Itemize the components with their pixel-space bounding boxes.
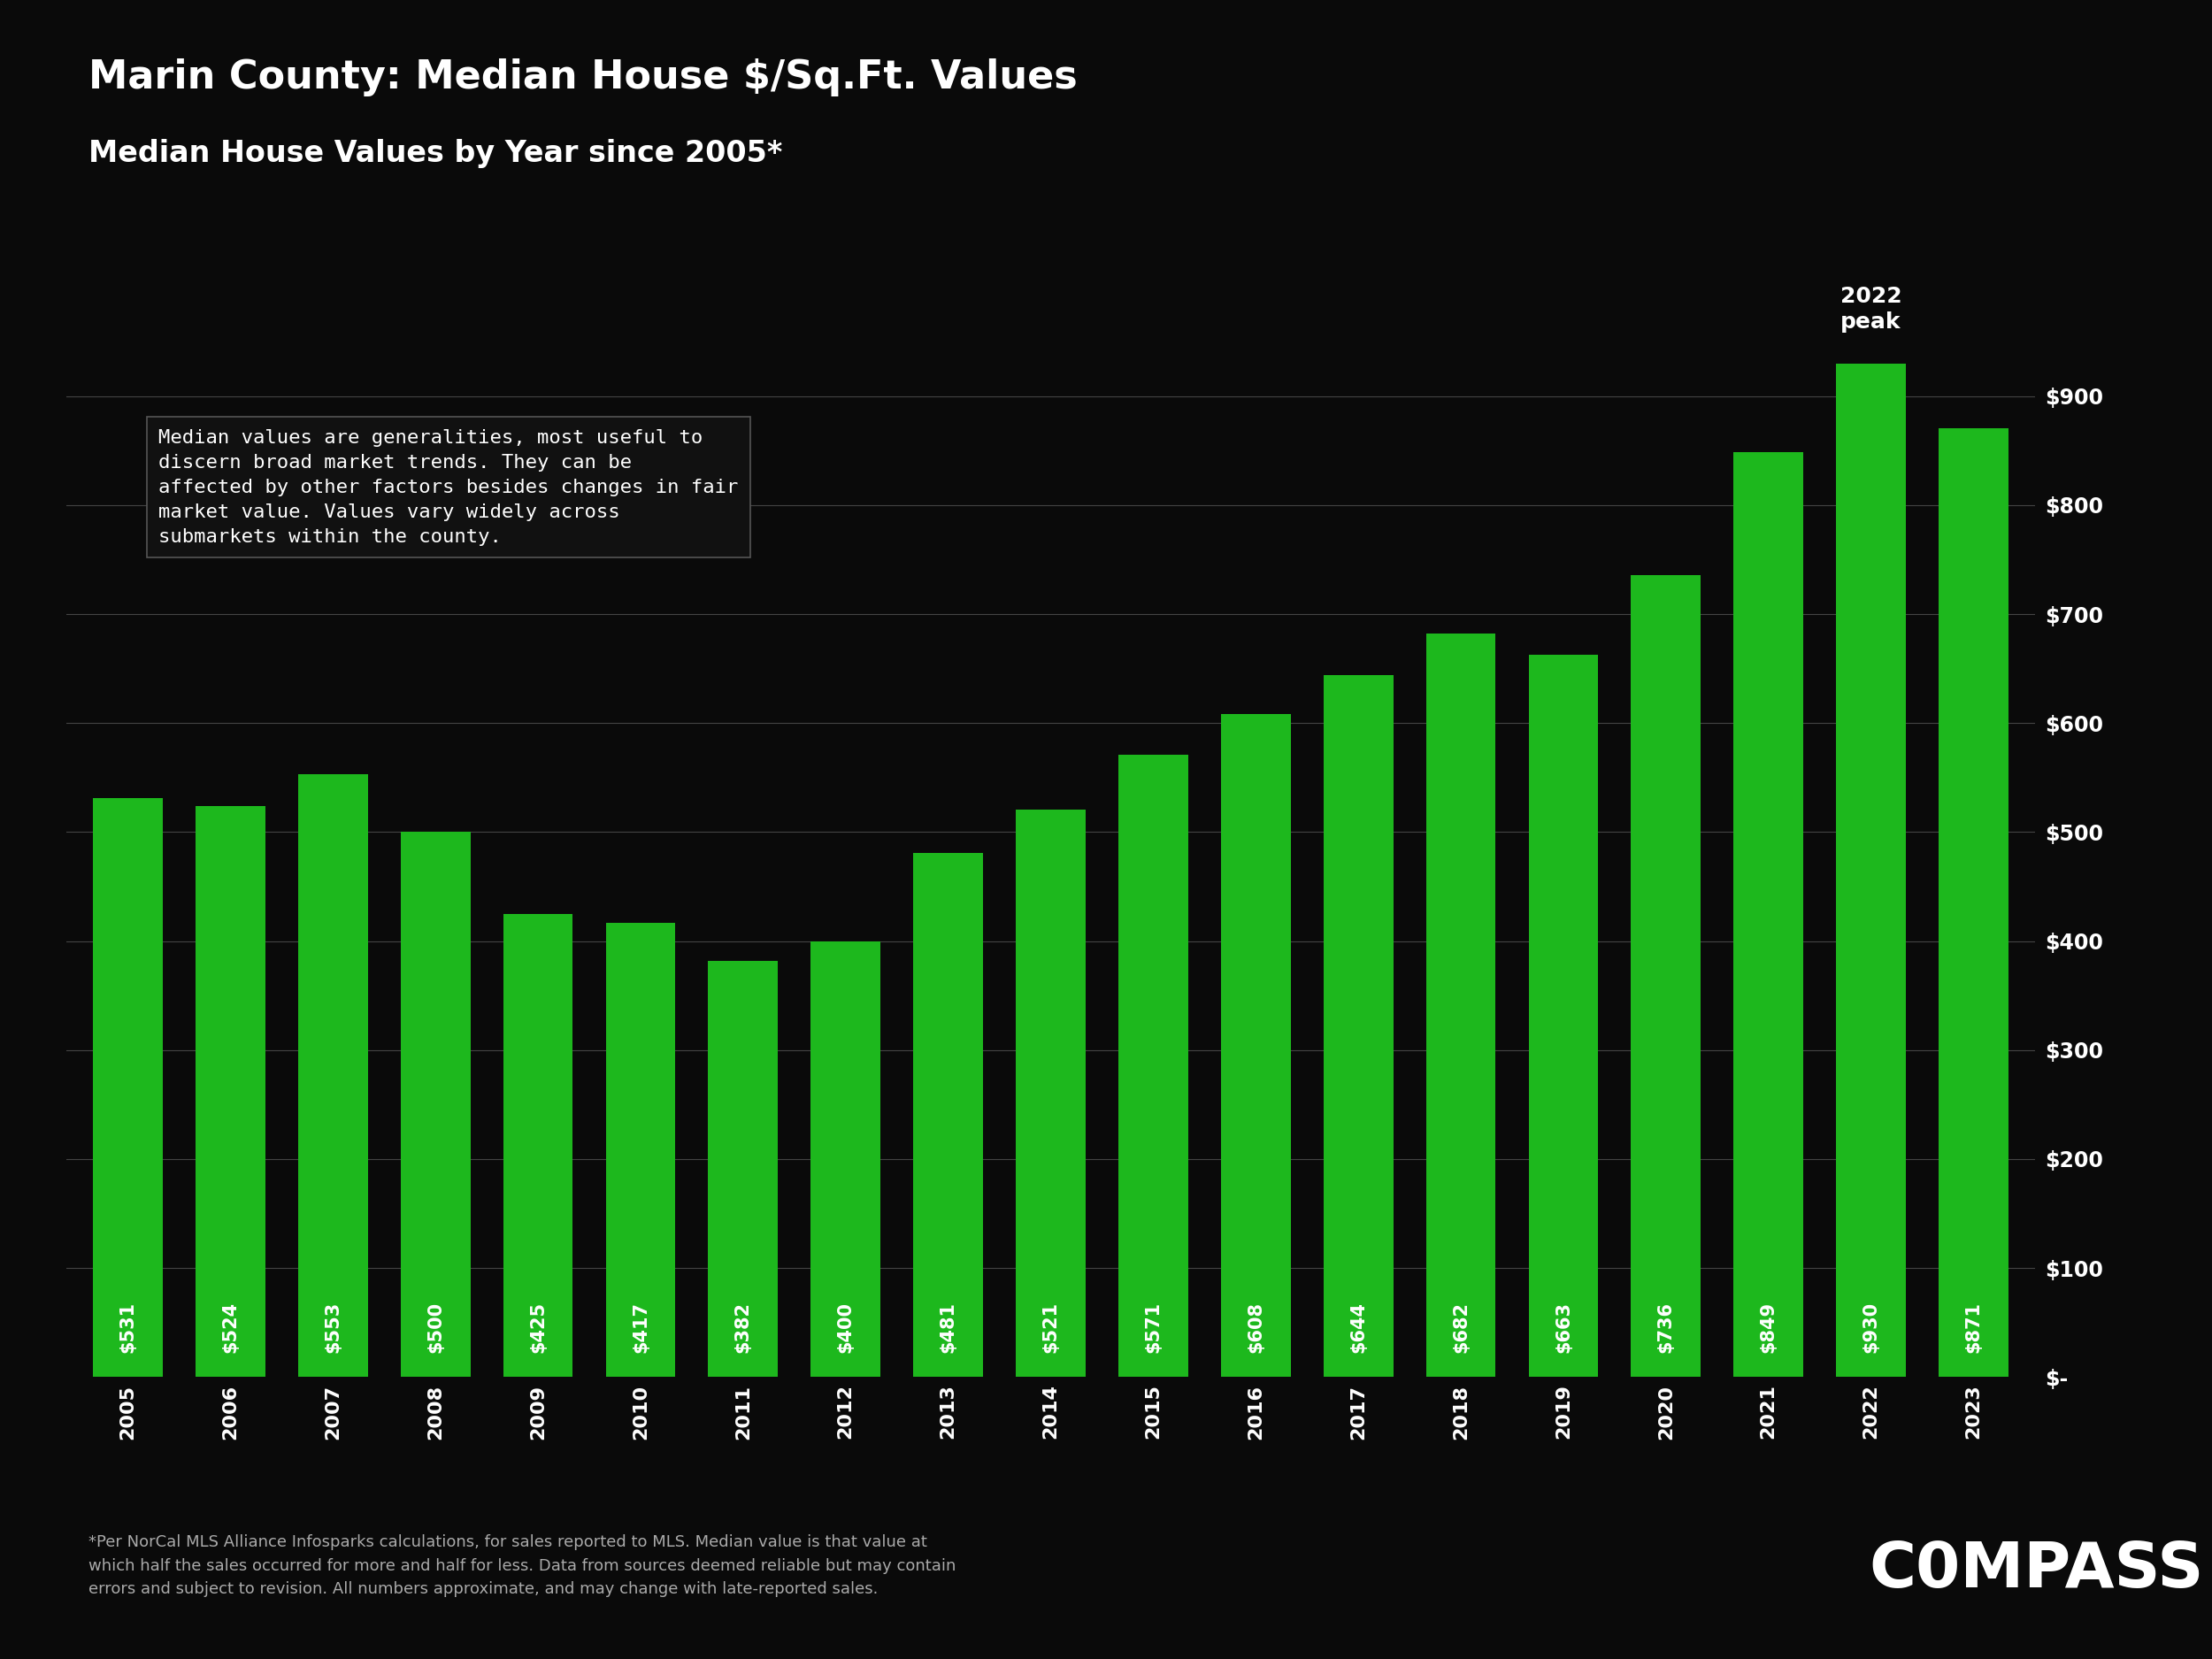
Text: $930: $930 [1863,1302,1880,1354]
Bar [1119,755,1188,1377]
Text: $521: $521 [1042,1302,1060,1354]
Bar [1836,363,1907,1377]
Bar [1528,654,1599,1377]
Bar [502,914,573,1377]
Bar [606,922,675,1377]
Text: $663: $663 [1555,1302,1573,1354]
Bar [1734,451,1803,1377]
Text: $524: $524 [221,1302,239,1354]
Text: $425: $425 [529,1302,546,1354]
Text: $531: $531 [119,1302,137,1354]
Bar [1427,634,1495,1377]
Text: C0MPASS: C0MPASS [1869,1540,2203,1601]
Text: $644: $644 [1349,1302,1367,1354]
Text: $417: $417 [633,1302,650,1354]
Text: $849: $849 [1759,1302,1776,1354]
Bar [1630,576,1701,1377]
Bar [812,941,880,1377]
Bar [93,798,164,1377]
Text: 2022
peak: 2022 peak [1840,285,1902,333]
Text: $608: $608 [1248,1302,1265,1354]
Text: Marin County: Median House $/Sq.Ft. Values: Marin County: Median House $/Sq.Ft. Valu… [88,58,1077,96]
Bar [708,961,779,1377]
Text: $382: $382 [734,1302,752,1354]
Text: $736: $736 [1657,1302,1674,1354]
Text: $500: $500 [427,1302,445,1354]
Text: Median values are generalities, most useful to
discern broad market trends. They: Median values are generalities, most use… [159,430,739,546]
Text: $481: $481 [940,1302,958,1354]
Bar [1938,428,2008,1377]
Text: Median House Values by Year since 2005*: Median House Values by Year since 2005* [88,139,783,169]
Bar [400,833,471,1377]
Text: $571: $571 [1144,1302,1161,1354]
Text: $682: $682 [1451,1302,1469,1354]
Bar [299,775,367,1377]
Bar [195,806,265,1377]
Text: $871: $871 [1964,1302,1982,1354]
Bar [914,853,982,1377]
Text: $553: $553 [325,1301,343,1354]
Text: *Per NorCal MLS Alliance Infosparks calculations, for sales reported to MLS. Med: *Per NorCal MLS Alliance Infosparks calc… [88,1535,956,1598]
Bar [1015,810,1086,1377]
Text: $400: $400 [836,1302,854,1354]
Bar [1323,675,1394,1377]
Bar [1221,715,1290,1377]
